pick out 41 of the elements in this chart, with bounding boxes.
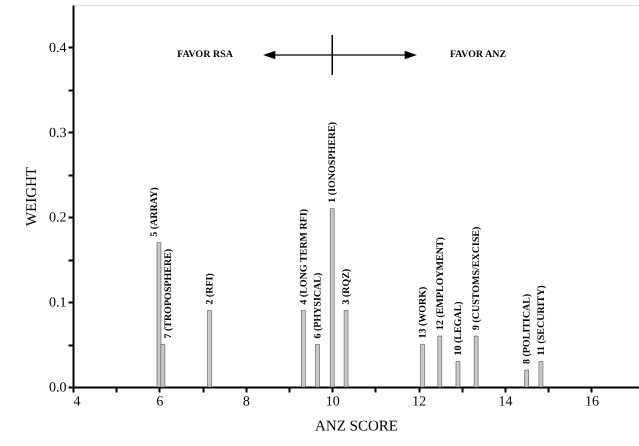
- bar: [300, 310, 306, 388]
- y-axis-title: WEIGHT: [24, 166, 40, 226]
- y-tick-label: 0.3: [49, 126, 66, 141]
- y-tick-label: 0.1: [49, 296, 66, 311]
- annotation: 8 (POLITICAL): [522, 294, 533, 364]
- bar: [456, 361, 460, 388]
- annotation: 11 (SECURITY): [536, 285, 547, 356]
- x-tick-label: 14: [498, 394, 513, 410]
- y-tick-label: 0.2: [49, 210, 66, 226]
- annotation: 1 (IONOSPHERE): [327, 122, 338, 203]
- bar: [524, 370, 529, 388]
- bar: [156, 242, 162, 388]
- x-tick-label: 6: [156, 394, 164, 410]
- bar: [207, 310, 212, 388]
- annotation: 10 (LEGAL): [452, 301, 464, 356]
- annotation: FAVOR RSA: [177, 49, 234, 60]
- bar: [330, 208, 335, 388]
- annotation: 4 (LONG TERM RFI): [298, 208, 310, 305]
- annotation: FAVOR ANZ: [450, 49, 507, 60]
- x-tick-label: 10: [326, 394, 340, 410]
- annotation: 3 (RQZ): [341, 268, 352, 305]
- bar: [474, 336, 478, 388]
- x-tick-label: 4: [74, 394, 80, 410]
- annotation: 5 (ARRAY): [148, 187, 160, 237]
- bar: [344, 310, 348, 388]
- y-tick-label: 0.4: [49, 40, 66, 56]
- bar: [315, 344, 320, 388]
- x-tick-label: 12: [412, 394, 426, 410]
- x-tick-label: 8: [242, 394, 250, 410]
- y-tick-label: 0.0: [49, 380, 66, 396]
- x-tick-label: 16: [584, 394, 599, 410]
- bar: [438, 336, 442, 388]
- annotation: 2 (RFI): [204, 273, 216, 305]
- annotation: 12 (EMPLOYMENT): [434, 237, 446, 330]
- bar: [420, 344, 425, 388]
- annotation: 7 (TROPOSPHERE): [162, 248, 174, 339]
- annotation: 9 (CUSTOMS/EXCISE): [471, 226, 482, 330]
- bar: [538, 361, 544, 388]
- annotation: 13 (WORK): [418, 286, 429, 339]
- x-axis-title: ANZ SCORE: [315, 418, 398, 434]
- annotation: 6 (PHYSICAL): [312, 272, 324, 339]
